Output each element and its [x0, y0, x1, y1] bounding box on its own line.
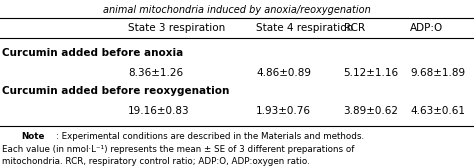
Text: State 3 respiration: State 3 respiration — [128, 23, 225, 33]
Text: Curcumin added before anoxia: Curcumin added before anoxia — [2, 48, 183, 58]
Text: 1.93±0.76: 1.93±0.76 — [256, 106, 311, 116]
Text: 4.63±0.61: 4.63±0.61 — [410, 106, 465, 116]
Text: mitochondria. RCR, respiratory control ratio; ADP:O, ADP:oxygen ratio.: mitochondria. RCR, respiratory control r… — [2, 157, 310, 166]
Text: Note: Note — [21, 132, 45, 141]
Text: 8.36±1.26: 8.36±1.26 — [128, 68, 183, 78]
Text: Each value (in nmol·L⁻¹) represents the mean ± SE of 3 different preparations of: Each value (in nmol·L⁻¹) represents the … — [2, 145, 355, 154]
Text: animal mitochondria induced by anoxia/reoxygenation: animal mitochondria induced by anoxia/re… — [103, 5, 371, 15]
Text: Curcumin added before reoxygenation: Curcumin added before reoxygenation — [2, 86, 230, 96]
Text: ADP:O: ADP:O — [410, 23, 443, 33]
Text: 9.68±1.89: 9.68±1.89 — [410, 68, 465, 78]
Text: 4.86±0.89: 4.86±0.89 — [256, 68, 311, 78]
Text: 5.12±1.16: 5.12±1.16 — [344, 68, 399, 78]
Text: State 4 respiration: State 4 respiration — [256, 23, 353, 33]
Text: 3.89±0.62: 3.89±0.62 — [344, 106, 399, 116]
Text: RCR: RCR — [344, 23, 365, 33]
Text: : Experimental conditions are described in the Materials and methods.: : Experimental conditions are described … — [56, 132, 364, 141]
Text: 19.16±0.83: 19.16±0.83 — [128, 106, 190, 116]
